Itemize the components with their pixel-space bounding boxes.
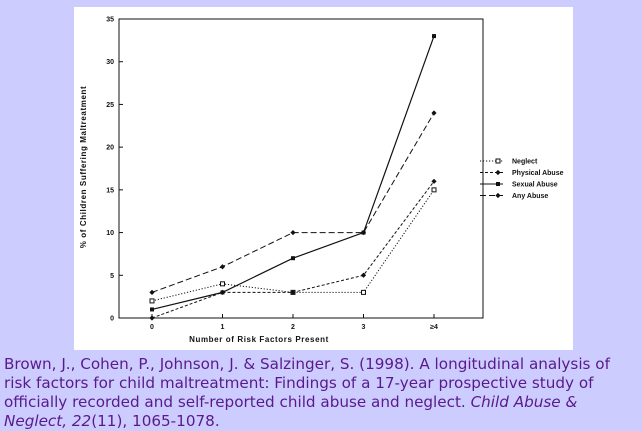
plot-frame (118, 18, 484, 319)
data-point-sexual-abuse (150, 307, 154, 312)
y-tick-label: 5 (110, 273, 114, 280)
data-point-sexual-abuse (291, 256, 295, 261)
citation-volume: 22 (71, 412, 92, 430)
data-point-neglect (149, 298, 155, 304)
legend-marker-physical-abuse (495, 169, 501, 176)
legend-label-physical-abuse: Physical Abuse (512, 170, 564, 177)
legend-label-neglect: Neglect (512, 159, 538, 166)
data-point-any-abuse (149, 289, 155, 295)
citation-text: Brown, J., Cohen, P., Johnson, J. & Salz… (4, 355, 610, 411)
y-tick-label: 15 (106, 187, 114, 194)
y-tick-label: 20 (106, 145, 114, 152)
legend-label-any-abuse: Any Abuse (512, 193, 548, 200)
data-point-any-abuse (290, 229, 296, 236)
series-line-sexual-abuse (151, 35, 435, 311)
data-point-sexual-abuse (220, 290, 225, 295)
figure-panel: 0 5 10 15 20 25 30 35 0 1 2 3 ≥4 Neglect Physical Abu… (74, 7, 573, 350)
y-tick-label: 30 (106, 59, 114, 66)
legend-item-physical-abuse: Physical Abuse (480, 169, 564, 177)
data-point-sexual-abuse (432, 34, 436, 39)
x-tick-label: 0 (150, 324, 154, 331)
series-line-physical-abuse (151, 181, 435, 319)
x-tick-label: 1 (221, 324, 225, 331)
y-axis-title: % of Children Suffering Maltreatment (79, 86, 88, 249)
data-point-neglect (220, 281, 225, 287)
series-sexual-abuse (150, 34, 436, 312)
legend-marker-sexual-abuse (496, 182, 500, 186)
data-point-any-abuse (360, 229, 367, 236)
x-axis-title: Number of Risk Factors Present (189, 335, 329, 344)
legend-item-neglect: Neglect (480, 158, 538, 166)
data-point-any-abuse (219, 264, 226, 270)
legend-marker-any-abuse (495, 192, 501, 199)
legend-item-sexual-abuse: Sexual Abuse (480, 182, 558, 189)
citation-issue-pages: (11), 1065-1078. (91, 412, 220, 430)
legend-label-sexual-abuse: Sexual Abuse (512, 182, 558, 189)
series-line-any-abuse (151, 112, 435, 293)
legend-marker-neglect (495, 158, 501, 164)
series-line-neglect (151, 189, 435, 302)
data-point-physical-abuse (360, 272, 367, 278)
data-point-neglect (431, 187, 437, 193)
y-tick-label: 35 (106, 17, 114, 24)
x-tick-label: 2 (291, 324, 295, 331)
y-tick-label: 25 (106, 102, 114, 109)
x-tick-label: ≥4 (430, 324, 438, 331)
legend-item-any-abuse: Any Abuse (480, 192, 548, 200)
series-neglect (149, 187, 437, 304)
citation: Brown, J., Cohen, P., Johnson, J. & Salz… (4, 355, 640, 431)
y-tick-label: 0 (110, 316, 114, 323)
y-tick-label: 10 (106, 230, 114, 237)
line-chart: 0 5 10 15 20 25 30 35 0 1 2 3 ≥4 Neglect Physical Abu… (79, 17, 564, 345)
x-tick-label: 3 (362, 324, 366, 331)
data-point-physical-abuse (431, 178, 437, 184)
data-point-any-abuse (431, 110, 437, 116)
data-point-neglect (361, 289, 366, 295)
citation-journal: Child Abuse & Neglect, (4, 393, 578, 430)
data-point-physical-abuse (149, 315, 155, 321)
data-point-physical-abuse (290, 289, 296, 295)
series-any-abuse (149, 110, 437, 295)
